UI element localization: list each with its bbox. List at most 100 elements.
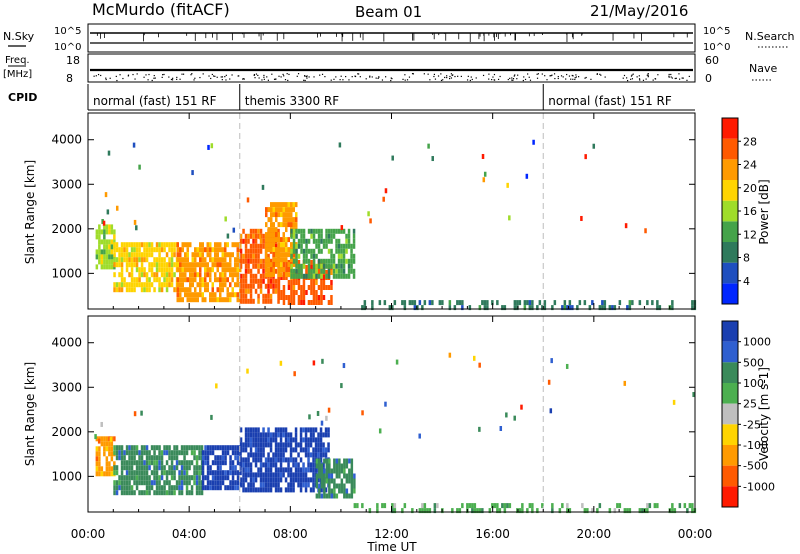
heatmap-cell [361, 503, 364, 509]
heatmap-cell [287, 437, 290, 443]
heatmap-cell [403, 503, 407, 509]
heatmap-cell [143, 480, 146, 486]
heatmap-cell [231, 480, 235, 486]
heatmap-cell [345, 238, 348, 244]
y-tick-label: 2000 [51, 222, 82, 236]
heatmap-cell [249, 467, 253, 473]
heatmap-cell [148, 475, 151, 481]
heatmap-cell [318, 493, 321, 499]
heatmap-cell [185, 485, 189, 491]
heatmap-cell [312, 462, 315, 468]
heatmap-cell [280, 207, 283, 213]
heatmap-cell [267, 442, 270, 448]
heatmap-cell [330, 300, 333, 305]
heatmap-cell [310, 265, 313, 270]
heatmap-cell [184, 257, 187, 263]
heatmap-cell [254, 253, 258, 259]
heatmap-cell [195, 485, 199, 491]
heatmap-cell [312, 290, 316, 295]
nave-dot [282, 73, 284, 76]
heatmap-cell [318, 473, 321, 479]
heatmap-cell [327, 268, 331, 274]
heatmap-cell [328, 483, 331, 489]
heatmap-cell [226, 475, 230, 481]
heatmap-cell [160, 242, 164, 248]
nave-dot [499, 75, 501, 78]
heatmap-cell [531, 508, 534, 514]
heatmap-cell [221, 287, 224, 293]
heatmap-cell [290, 207, 293, 213]
heatmap-cell [120, 262, 124, 268]
heatmap-cell [173, 485, 176, 491]
heatmap-cell [518, 300, 522, 306]
nave-dot [668, 76, 670, 78]
heatmap-cell [158, 455, 161, 461]
nave-dot [575, 76, 577, 78]
heatmap-cell [325, 238, 328, 244]
heatmap-cell [262, 268, 265, 274]
heatmap-cell [138, 267, 141, 273]
heatmap-cell [242, 273, 245, 279]
heatmap-cell [264, 467, 268, 473]
heatmap-cell [320, 463, 324, 469]
heatmap-cell [294, 432, 298, 438]
heatmap-cell [211, 262, 214, 268]
heatmap-cell [265, 237, 268, 243]
heatmap-cell [284, 457, 288, 463]
heatmap-cell [269, 437, 273, 443]
nave-dot [492, 76, 494, 78]
heatmap-cell [320, 290, 323, 295]
heatmap-cell [118, 475, 121, 481]
nave-dot [371, 76, 373, 78]
heatmap-cell [280, 212, 283, 218]
power-heatmap-cells [95, 113, 697, 311]
nsearch-label: N.Search [745, 30, 795, 43]
heatmap-cell [274, 477, 278, 483]
nave-dot [154, 77, 156, 79]
nave-dot [95, 75, 97, 77]
heatmap-cell [244, 427, 248, 433]
heatmap-cell [285, 275, 288, 280]
heatmap-cell [287, 432, 290, 438]
nave-dot [493, 73, 496, 76]
heatmap-cell [371, 305, 374, 311]
heatmap-cell [219, 475, 222, 481]
heatmap-cell [340, 488, 344, 494]
heatmap-cell [324, 427, 328, 433]
heatmap-cell [181, 282, 184, 288]
heatmap-cell [170, 465, 174, 471]
nave-dot [340, 75, 342, 77]
heatmap-cell [163, 262, 166, 268]
heatmap-cell [285, 257, 288, 263]
heatmap-cell [195, 460, 199, 466]
heatmap-cell [138, 164, 141, 170]
heatmap-cell [312, 228, 316, 234]
heatmap-cell [259, 487, 263, 493]
heatmap-cell [125, 460, 129, 466]
heatmap-cell [322, 258, 326, 264]
heatmap-cell [204, 262, 207, 268]
heatmap-cell [626, 508, 629, 514]
heatmap-cell [214, 247, 217, 253]
heatmap-cell [267, 278, 270, 284]
heatmap-cell [128, 252, 131, 258]
colorbar-tick-label: 8 [743, 252, 750, 265]
heatmap-cell [254, 457, 258, 463]
heatmap-cell [133, 282, 136, 288]
heatmap-cell [95, 264, 99, 270]
heatmap-cell [292, 273, 296, 279]
heatmap-cell [108, 249, 111, 255]
heatmap-cell [193, 470, 196, 476]
x-tick-label: 16:00 [475, 527, 510, 541]
nave-dot [678, 78, 681, 80]
heatmap-cell [312, 300, 316, 305]
nave-dot [636, 76, 638, 78]
heatmap-cell [194, 272, 197, 278]
heatmap-cell [280, 257, 283, 263]
heatmap-cell [176, 257, 179, 263]
heatmap-cell [195, 465, 199, 471]
freq-label-unit: [MHz] [3, 69, 32, 80]
heatmap-cell [378, 428, 382, 434]
heatmap-cell [315, 295, 318, 300]
heatmap-cell [132, 142, 136, 148]
